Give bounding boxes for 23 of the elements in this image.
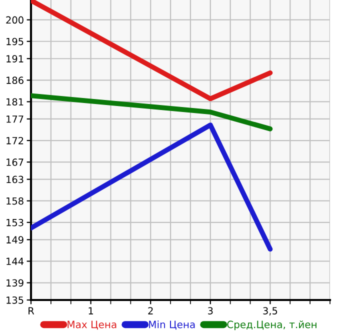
x-tick-label: 2 (148, 307, 153, 314)
x-tick-label: R (28, 307, 34, 314)
y-tick-label: 181 (6, 98, 24, 106)
y-tick-label: 153 (6, 218, 24, 226)
y-tick-label: 144 (6, 258, 24, 265)
y-tick-label: 186 (6, 76, 24, 84)
y-tick-label: 177 (6, 116, 24, 123)
y-tick-label: 158 (6, 197, 24, 205)
legend-label: Max Цена (68, 320, 116, 330)
y-tick-label: 172 (6, 136, 24, 144)
y-tick-label: 200 (6, 16, 24, 24)
legend-label: Сред.Цена, т.йен (227, 320, 316, 330)
x-tick-label: 3 (208, 307, 213, 314)
y-tick-label: 191 (6, 55, 24, 62)
x-tick-label: 3,5 (263, 307, 278, 316)
y-tick-label: 139 (6, 279, 24, 287)
y-tick-label: 135 (6, 296, 24, 304)
x-tick-label: 1 (88, 307, 93, 314)
y-tick-label: 195 (6, 38, 24, 46)
y-tick-label: 149 (6, 236, 24, 244)
legend-label: Min Цена (149, 320, 195, 330)
y-tick-label: 167 (6, 158, 24, 166)
y-tick-label: 163 (6, 176, 24, 184)
